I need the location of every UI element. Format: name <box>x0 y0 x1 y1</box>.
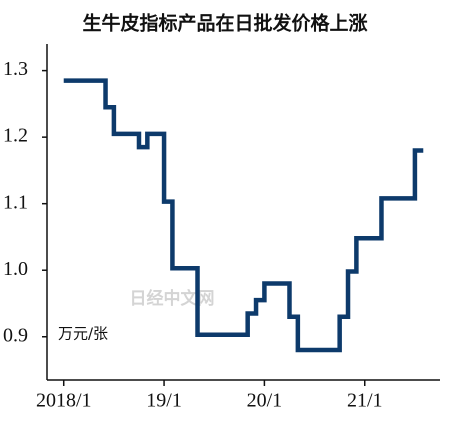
unit-label: 万元/张 <box>58 325 108 343</box>
y-tick-label: 1.0 <box>3 258 28 280</box>
x-tick-label: 19/1 <box>146 390 182 412</box>
y-tick-label: 1.2 <box>3 125 28 147</box>
x-tick-label: 2018/1 <box>36 390 92 412</box>
price-line <box>63 78 424 353</box>
y-tick-label: 1.1 <box>3 191 28 213</box>
y-tick-label: 1.3 <box>3 58 28 80</box>
y-tick-label: 0.9 <box>3 324 28 346</box>
watermark: 日经中文网 <box>130 288 215 309</box>
x-tick-label: 21/1 <box>347 390 383 412</box>
chart-title: 生牛皮指标产品在日批发价格上涨 <box>82 12 367 35</box>
x-tick-label: 20/1 <box>247 390 283 412</box>
